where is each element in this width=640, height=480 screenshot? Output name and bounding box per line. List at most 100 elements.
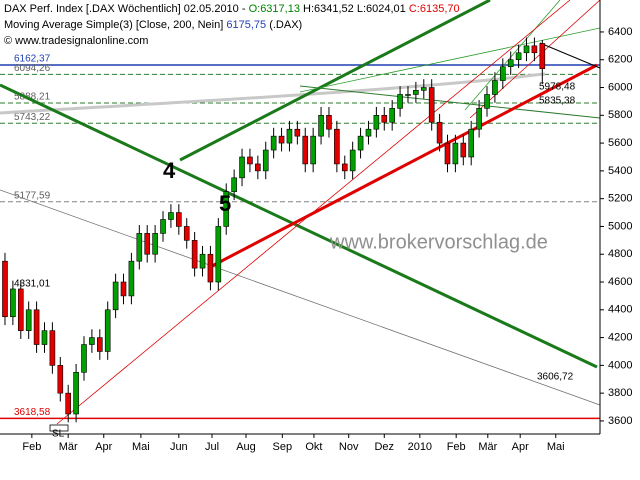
candle-body (484, 94, 490, 109)
candle-body (507, 59, 514, 67)
annotation: 5978,48 (539, 82, 576, 93)
x-tick-label: Apr (95, 441, 112, 453)
candle-body (341, 163, 348, 172)
indicator: Moving Average Simple(3) [Close, 200, Ne… (4, 19, 223, 31)
candle-body (460, 142, 467, 158)
candle-body (215, 226, 222, 283)
y-tick-label: 3800 (608, 387, 632, 399)
annotation: 3606,72 (537, 372, 574, 383)
indicator-symbol: (.DAX) (269, 19, 302, 31)
candle-body (523, 45, 530, 54)
x-tick-label: Feb (447, 441, 466, 453)
candle-body (428, 87, 435, 123)
y-tick-label: 5800 (608, 109, 632, 121)
candle-body (97, 337, 103, 352)
candle-body (152, 233, 158, 255)
candle-body (452, 142, 459, 165)
annotation: 4 (163, 158, 176, 183)
header-line: DAX Perf. Index [.DAX Wöchentlich] 02.05… (4, 3, 460, 15)
y-tick-label: 5200 (608, 193, 632, 205)
candle-body (120, 281, 127, 297)
x-tick-label: Aug (236, 441, 256, 453)
instrument: DAX Perf. Index [.DAX Wöchentlich] 02.05… (4, 3, 246, 15)
candle-body (302, 135, 309, 165)
close: C:6135,70 (409, 3, 460, 15)
candle-body (349, 149, 356, 172)
candle-body (270, 135, 277, 151)
candle-body (247, 156, 253, 165)
candle-body (262, 149, 269, 172)
candle-body (310, 135, 316, 165)
candle-body (515, 52, 522, 61)
trend-line (299, 27, 601, 93)
candle-body (89, 337, 95, 345)
candle-body (334, 128, 340, 165)
y-tick-label: 6400 (608, 26, 632, 38)
candle-body (381, 115, 388, 123)
candle-body (183, 226, 190, 241)
x-tick-label: Jun (170, 441, 188, 453)
candle-body (81, 344, 87, 373)
candles (2, 37, 546, 423)
axes: 3600 3800 4000 4200 4400 4600 4800 5000 5200 5400… (22, 26, 632, 453)
y-tick-label: 5600 (608, 137, 632, 149)
y-tick-label: 4800 (608, 248, 632, 260)
moving-average (0, 72, 546, 115)
candle-body (326, 115, 332, 130)
level-label: 5177,59 (14, 190, 51, 201)
y-tick-label: 4400 (608, 304, 632, 316)
trend-line (0, 83, 598, 369)
candle-body (136, 233, 143, 262)
candle-body (41, 330, 48, 345)
candle-body (444, 142, 451, 165)
candle-body (397, 94, 403, 109)
candle-body (373, 115, 380, 130)
x-tick-label: Mär (59, 441, 78, 453)
trend-line (469, 0, 601, 119)
x-tick-label: Jul (205, 441, 219, 453)
candle-body (468, 128, 474, 158)
candle-body (207, 253, 214, 283)
candle-body (405, 94, 411, 96)
candle-body (531, 45, 538, 54)
candle-body (25, 309, 32, 331)
x-tick-label: Mär (478, 441, 497, 453)
candle-body (65, 392, 71, 415)
candle-body (413, 90, 419, 95)
candle-body (389, 108, 395, 123)
level-label: 3618,58 (14, 407, 51, 418)
candle-body (176, 212, 182, 227)
x-tick-label: Apr (512, 441, 529, 453)
candle-body (239, 156, 245, 179)
open: O:6317,13 (249, 3, 300, 15)
annotation: 5835,38 (539, 96, 576, 107)
candle-body (2, 260, 8, 318)
trend-line (179, 0, 491, 162)
level-label: 5743,22 (14, 112, 51, 123)
x-tick-label: Feb (22, 441, 41, 453)
y-tick-label: 6200 (608, 54, 632, 66)
candle-body (231, 177, 237, 193)
x-tick-label: Dez (374, 441, 394, 453)
candle-body (104, 309, 111, 352)
low: L:6024,01 (357, 3, 406, 15)
candle-body (73, 372, 79, 415)
candle-body (160, 219, 166, 234)
candle-body (420, 87, 427, 91)
candle-body (286, 128, 293, 144)
candle-body (492, 80, 498, 95)
y-tick-label: 4000 (608, 359, 632, 371)
candle-body (199, 253, 206, 269)
y-tick-label: 6000 (608, 81, 632, 93)
header-line: Moving Average Simple(3) [Close, 200, Ne… (4, 19, 302, 31)
annotation: 4331,01 (14, 279, 51, 290)
candle-body (436, 121, 443, 144)
trend-line (211, 63, 598, 268)
watermark: www.brokervorschlag.de (329, 231, 548, 253)
candle-body (500, 66, 506, 81)
candle-body (57, 365, 64, 394)
y-tick-label: 4600 (608, 276, 632, 288)
y-tick-label: 5400 (608, 165, 632, 177)
candle-body (33, 309, 40, 345)
